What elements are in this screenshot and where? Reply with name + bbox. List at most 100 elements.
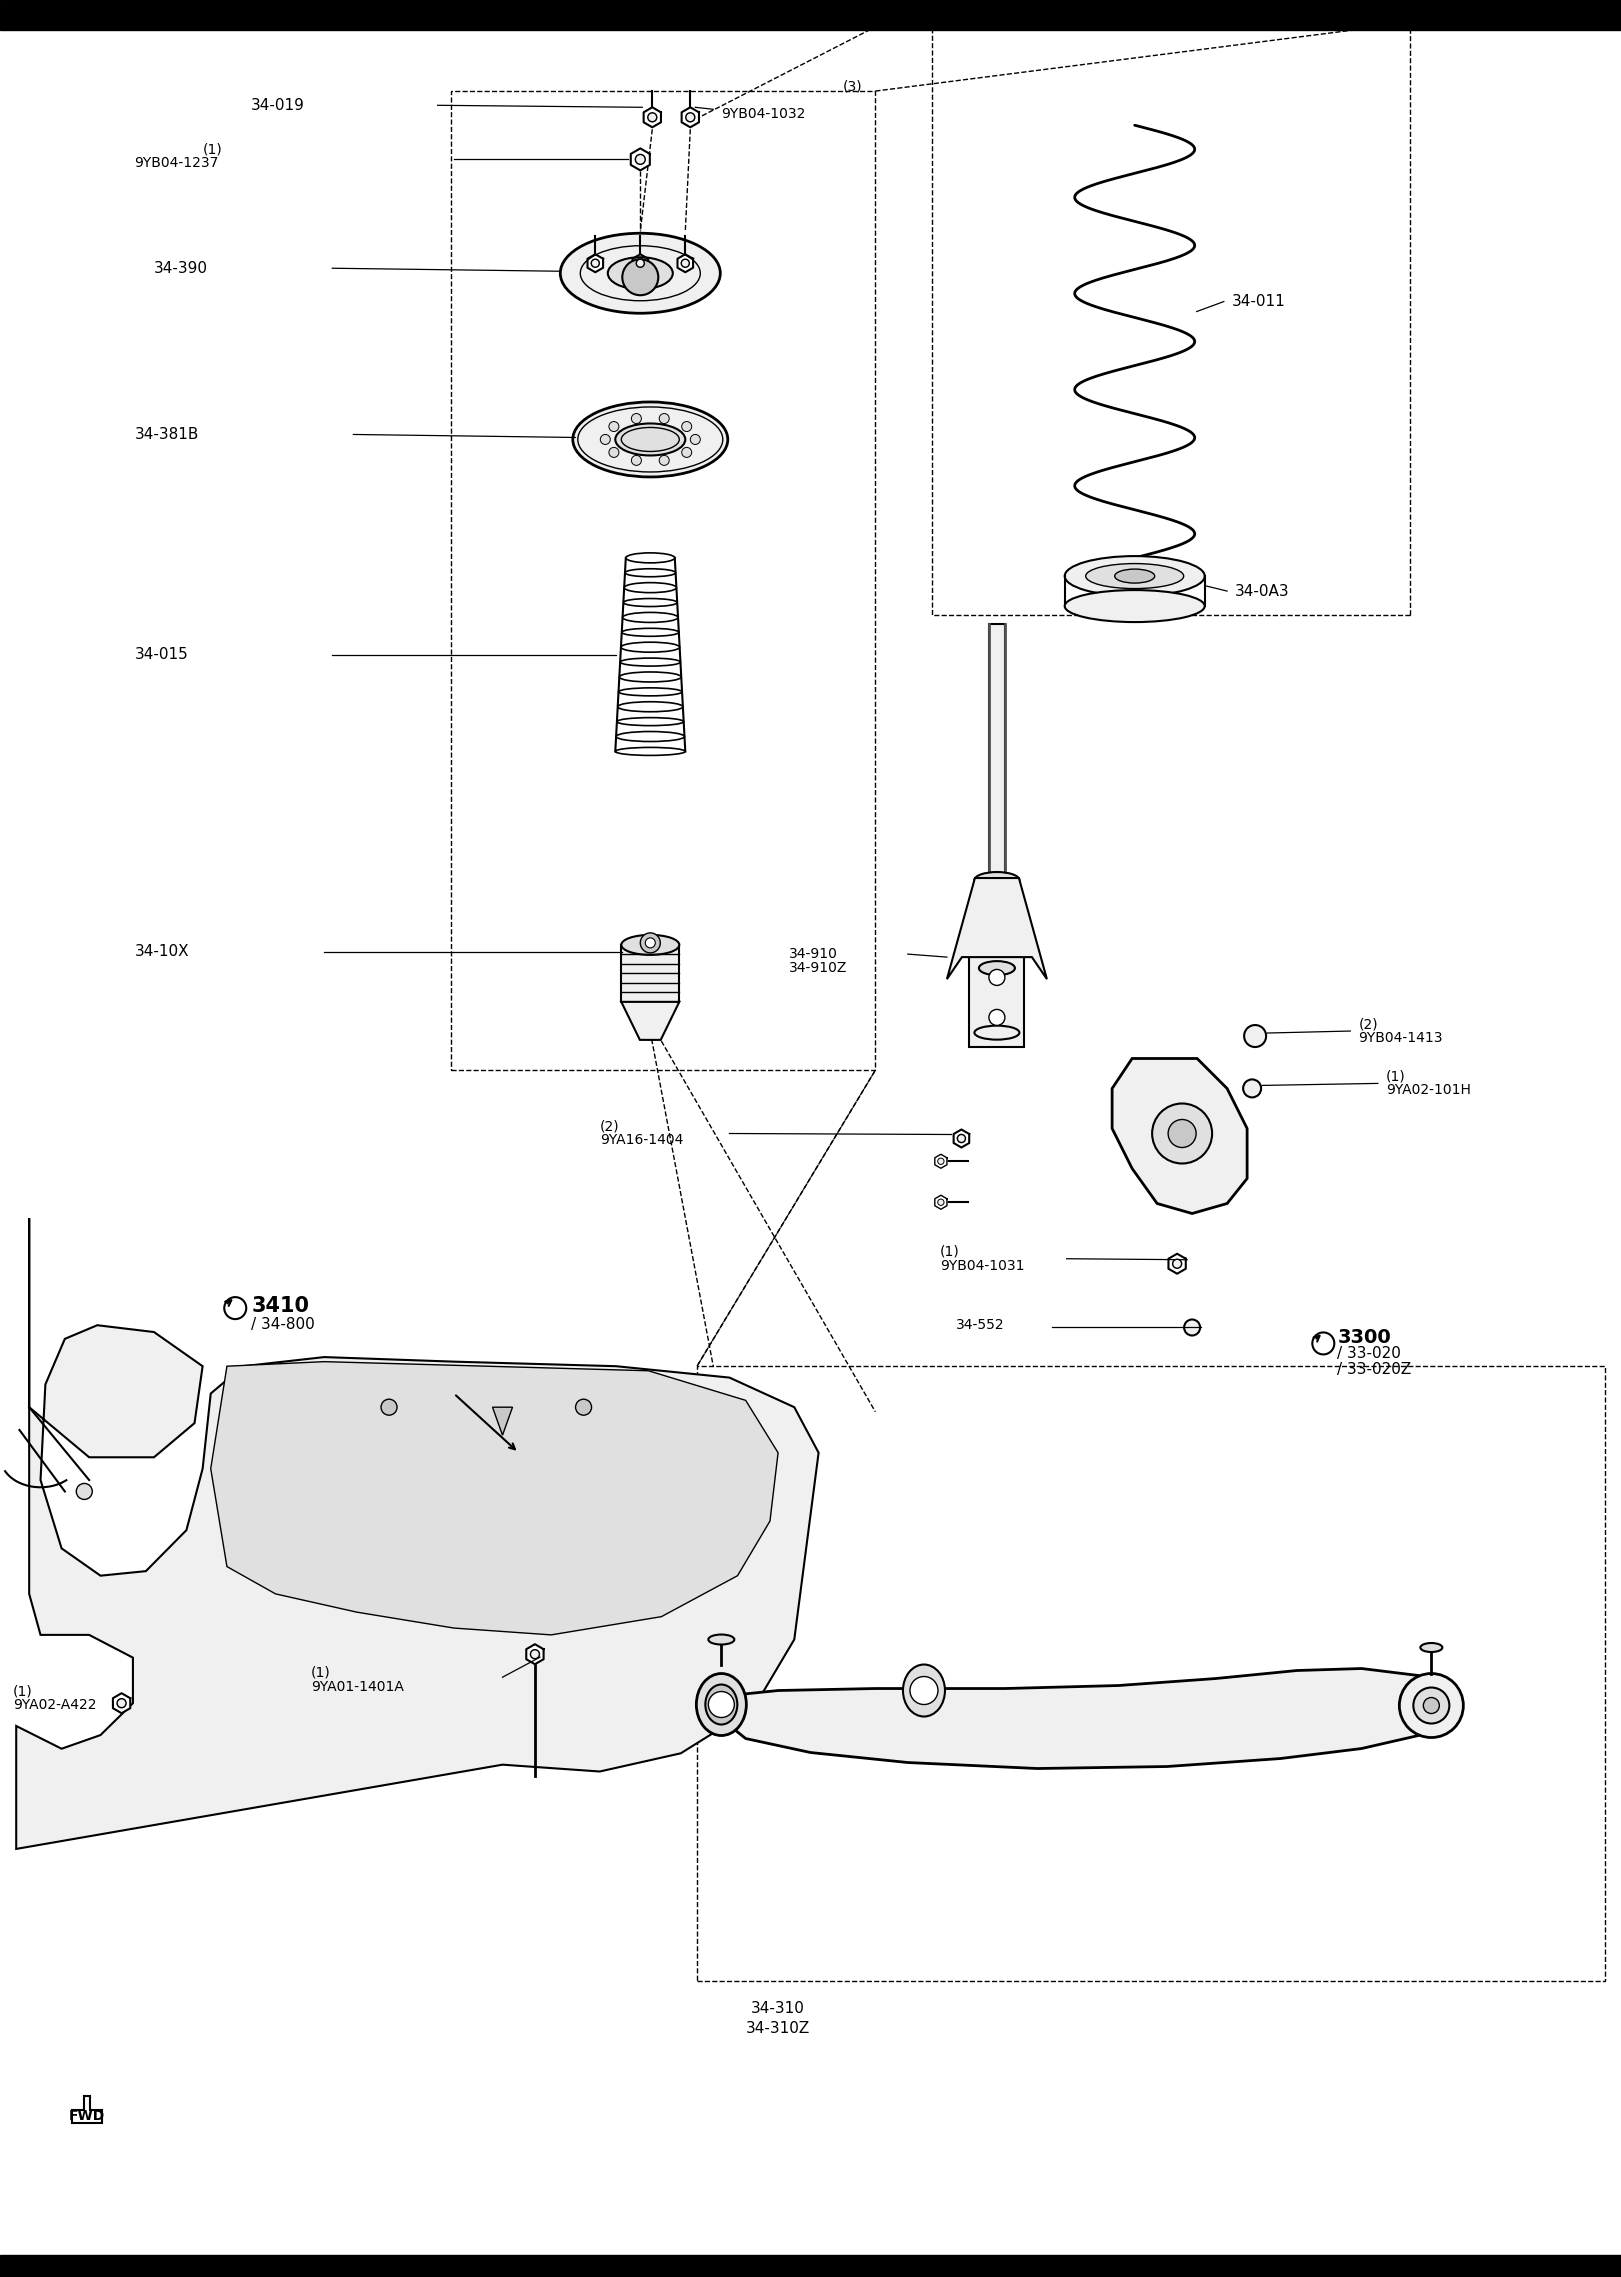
Circle shape — [708, 1692, 734, 1717]
Text: 34-011: 34-011 — [1232, 294, 1285, 310]
Ellipse shape — [624, 599, 678, 606]
Ellipse shape — [705, 1685, 738, 1724]
Circle shape — [660, 455, 669, 465]
Text: 9YA02-101H: 9YA02-101H — [1386, 1084, 1470, 1098]
Bar — [0, 0, 1621, 30]
Polygon shape — [935, 1154, 947, 1168]
Circle shape — [632, 455, 642, 465]
Ellipse shape — [621, 936, 679, 954]
Bar — [0, 2254, 1621, 2277]
Circle shape — [592, 260, 600, 266]
Text: 34-0A3: 34-0A3 — [1235, 583, 1290, 599]
Text: 34-019: 34-019 — [251, 98, 305, 114]
Polygon shape — [947, 879, 1047, 979]
Ellipse shape — [622, 628, 679, 635]
Circle shape — [635, 155, 645, 164]
Text: 34-310: 34-310 — [751, 2001, 806, 2017]
Text: 9YB04-1237: 9YB04-1237 — [135, 157, 219, 171]
Circle shape — [937, 1200, 943, 1205]
Bar — [697, 1366, 1605, 1981]
Circle shape — [691, 435, 700, 444]
Circle shape — [937, 1159, 943, 1164]
Ellipse shape — [1065, 556, 1204, 597]
Text: 34-910: 34-910 — [789, 947, 838, 961]
Text: (1): (1) — [940, 1246, 960, 1259]
Ellipse shape — [561, 232, 720, 314]
Circle shape — [640, 934, 660, 952]
Ellipse shape — [616, 424, 686, 455]
Circle shape — [1183, 1318, 1200, 1337]
Ellipse shape — [619, 688, 682, 697]
Text: 9YB04-1031: 9YB04-1031 — [940, 1259, 1024, 1273]
Text: (1): (1) — [1386, 1070, 1405, 1084]
Text: 34-381B: 34-381B — [135, 428, 199, 442]
Polygon shape — [16, 1218, 819, 1849]
Circle shape — [682, 421, 692, 433]
Ellipse shape — [621, 642, 679, 651]
Circle shape — [648, 114, 657, 121]
Polygon shape — [211, 1362, 778, 1635]
Ellipse shape — [708, 1635, 734, 1644]
Ellipse shape — [618, 717, 684, 726]
Circle shape — [609, 446, 619, 458]
Text: 9YA01-1401A: 9YA01-1401A — [311, 1680, 404, 1694]
Circle shape — [681, 260, 689, 266]
Circle shape — [1245, 1025, 1266, 1047]
Circle shape — [1313, 1332, 1334, 1355]
Ellipse shape — [974, 872, 1020, 888]
Polygon shape — [71, 2095, 102, 2122]
Circle shape — [381, 1398, 397, 1416]
Text: (1): (1) — [203, 143, 222, 157]
Text: / 34-800: / 34-800 — [251, 1316, 314, 1332]
Circle shape — [989, 1009, 1005, 1025]
Ellipse shape — [621, 658, 681, 667]
Ellipse shape — [622, 613, 678, 622]
Bar — [989, 624, 1005, 888]
Circle shape — [1423, 1699, 1439, 1715]
Text: (2): (2) — [600, 1120, 619, 1134]
Text: 34-390: 34-390 — [154, 262, 207, 276]
Circle shape — [632, 414, 642, 424]
Polygon shape — [953, 1129, 969, 1148]
Text: (1): (1) — [13, 1685, 32, 1699]
Circle shape — [1414, 1687, 1449, 1724]
Polygon shape — [682, 107, 699, 128]
Bar — [932, 23, 1410, 615]
Circle shape — [1153, 1104, 1213, 1164]
Ellipse shape — [903, 1664, 945, 1717]
Ellipse shape — [608, 257, 673, 289]
Circle shape — [609, 421, 619, 433]
Polygon shape — [527, 1644, 543, 1664]
Bar — [974, 888, 1020, 1025]
Circle shape — [76, 1482, 92, 1501]
Ellipse shape — [616, 747, 686, 756]
Text: 9YB04-1413: 9YB04-1413 — [1358, 1031, 1443, 1045]
Polygon shape — [644, 107, 661, 128]
Ellipse shape — [1065, 590, 1204, 622]
Circle shape — [1399, 1674, 1464, 1737]
Text: 34-10X: 34-10X — [135, 945, 190, 959]
Polygon shape — [678, 255, 694, 273]
Polygon shape — [632, 255, 648, 273]
Polygon shape — [1169, 1255, 1187, 1273]
Circle shape — [637, 260, 644, 266]
Text: (1): (1) — [311, 1664, 331, 1678]
Circle shape — [1169, 1120, 1196, 1148]
Polygon shape — [493, 1407, 512, 1435]
Bar — [969, 947, 1024, 1047]
Polygon shape — [631, 148, 650, 171]
Text: 9YA02-A422: 9YA02-A422 — [13, 1699, 97, 1712]
Ellipse shape — [624, 583, 676, 592]
Text: FWD: FWD — [70, 2109, 105, 2122]
Polygon shape — [935, 1195, 947, 1209]
Ellipse shape — [1115, 569, 1154, 583]
Circle shape — [989, 970, 1005, 986]
Ellipse shape — [626, 569, 676, 576]
Circle shape — [686, 114, 695, 121]
Circle shape — [117, 1699, 126, 1708]
Text: (2): (2) — [1358, 1018, 1378, 1031]
Text: 3300: 3300 — [1337, 1327, 1391, 1348]
Polygon shape — [621, 1002, 679, 1041]
Text: 9YA16-1404: 9YA16-1404 — [600, 1134, 682, 1148]
Polygon shape — [113, 1694, 130, 1712]
